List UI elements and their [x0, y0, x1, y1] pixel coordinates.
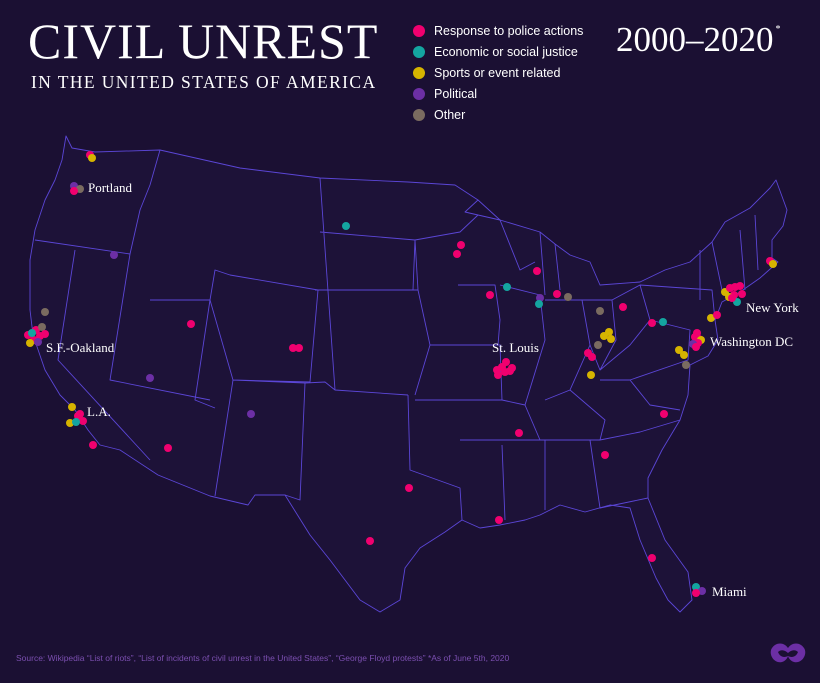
unrest-dot-police	[41, 330, 49, 338]
city-label-miami: Miami	[712, 584, 747, 599]
unrest-dot-police	[588, 353, 596, 361]
unrest-dot-police	[693, 329, 701, 337]
unrest-dot-other	[682, 361, 690, 369]
year-range-text: 2000–2020	[616, 20, 774, 59]
unrest-dot-sports	[66, 419, 74, 427]
unrest-dot-political	[110, 251, 118, 259]
unrest-dot-police	[515, 429, 523, 437]
unrest-dot-economic	[659, 318, 667, 326]
city-label-st-louis: St. Louis	[492, 340, 539, 355]
unrest-dot-political	[247, 410, 255, 418]
unrest-dot-police	[493, 366, 501, 374]
unrest-dot-police	[89, 441, 97, 449]
unrest-dot-police	[501, 368, 509, 376]
unrest-dot-police	[533, 267, 541, 275]
unrest-dot-political	[536, 294, 544, 302]
unrest-dot-sports	[769, 260, 777, 268]
city-label-portland: Portland	[88, 180, 133, 195]
legend-item-police: Response to police actions	[413, 20, 583, 41]
unrest-dot-police	[660, 410, 668, 418]
unrest-dot-police	[553, 290, 561, 298]
unrest-dot-sports	[26, 339, 34, 347]
city-label-sf-oakland: S.F.-Oakland	[46, 340, 115, 355]
unrest-dot-other	[41, 308, 49, 316]
unrest-dot-sports	[707, 314, 715, 322]
legend-label: Economic or social justice	[434, 44, 578, 59]
unrest-dot-economic	[692, 583, 700, 591]
unrest-dot-police	[79, 417, 87, 425]
unrest-dot-police	[692, 343, 700, 351]
unrest-dot-police	[457, 241, 465, 249]
unrest-dot-police	[70, 187, 78, 195]
unrest-dot-police	[366, 537, 374, 545]
page-title: CIVIL UNREST	[28, 13, 379, 69]
visual-capitalist-logo-icon	[770, 643, 806, 663]
unrest-dot-police	[713, 311, 721, 319]
city-labels: Portland S.F.-Oakland L.A. St. Louis New…	[46, 180, 799, 599]
city-label-la: L.A.	[87, 404, 111, 419]
unrest-dot-police	[289, 344, 297, 352]
legend-dot-other	[413, 108, 425, 121]
city-label-washington-dc: Washington DC	[710, 334, 793, 349]
unrest-dot-police	[692, 589, 700, 597]
unrest-dot-police	[405, 484, 413, 492]
unrest-dot-economic	[535, 300, 543, 308]
unrest-dot-police	[738, 290, 746, 298]
unrest-dot-police	[502, 358, 510, 366]
legend-dot-sports	[413, 66, 425, 79]
unrest-dot-police	[486, 291, 494, 299]
legend-label: Sports or event related	[434, 65, 561, 80]
unrest-dot-sports	[587, 371, 595, 379]
year-range: 2000–2020 *	[616, 20, 781, 60]
unrest-dot-sports	[607, 335, 615, 343]
state-borders	[29, 135, 788, 613]
legend-label: Other	[434, 107, 466, 122]
unrest-dot-police	[648, 554, 656, 562]
legend-dot-police	[413, 24, 425, 37]
unrest-dot-sports	[680, 351, 688, 359]
legend-dot-economic	[413, 45, 425, 58]
unrest-dot-economic	[503, 283, 511, 291]
unrest-dot-other	[564, 293, 572, 301]
unrest-dot-political	[34, 338, 42, 346]
unrest-dot-police	[164, 444, 172, 452]
unrest-dot-police	[495, 516, 503, 524]
unrest-dot-economic	[342, 222, 350, 230]
unrest-dot-political	[146, 374, 154, 382]
unrest-dot-other	[596, 307, 604, 315]
legend-item-sports: Sports or event related	[413, 62, 583, 83]
unrest-dot-police	[508, 364, 516, 372]
unrest-dot-police	[736, 282, 744, 290]
unrest-dot-police	[648, 319, 656, 327]
unrest-dot-police	[295, 344, 303, 352]
legend-item-economic: Economic or social justice	[413, 41, 583, 62]
unrest-dot-police	[728, 294, 736, 302]
source-note: Source: Wikipedia “List of riots”, “List…	[16, 653, 510, 663]
unrest-dot-other	[594, 341, 602, 349]
unrest-dot-police	[453, 250, 461, 258]
unrest-dots	[24, 151, 777, 597]
unrest-dot-economic	[28, 329, 36, 337]
unrest-dot-police	[187, 320, 195, 328]
legend-item-other: Other	[413, 104, 583, 125]
city-label-new-york: New York	[746, 300, 799, 315]
legend-label: Response to police actions	[434, 23, 584, 38]
unrest-dot-sports	[88, 154, 96, 162]
page-subtitle: IN THE UNITED STATES OF AMERICA	[31, 72, 377, 92]
unrest-dot-police	[619, 303, 627, 311]
year-range-footnote-mark: *	[775, 24, 781, 35]
legend: Response to police actions Economic or s…	[413, 20, 583, 125]
unrest-dot-economic	[72, 418, 80, 426]
unrest-dot-sports	[68, 403, 76, 411]
unrest-dot-other	[38, 323, 46, 331]
unrest-dot-sports	[605, 328, 613, 336]
legend-label: Political	[434, 86, 478, 101]
legend-dot-political	[413, 87, 425, 100]
unrest-dot-sports	[675, 346, 683, 354]
unrest-dot-police	[76, 410, 84, 418]
unrest-dot-police	[601, 451, 609, 459]
legend-item-political: Political	[413, 83, 583, 104]
